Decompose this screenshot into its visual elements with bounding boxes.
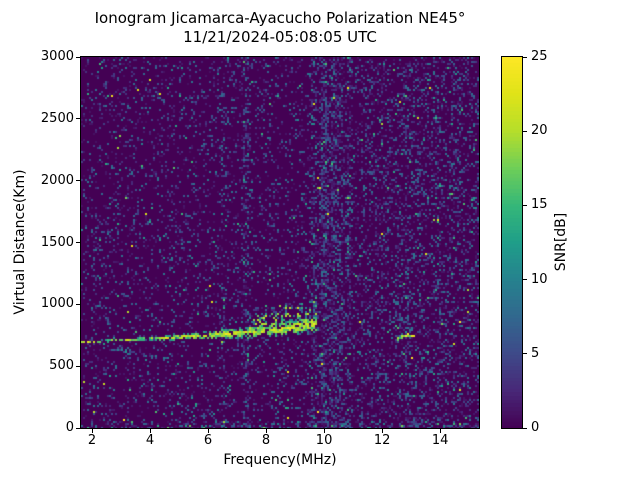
y-axis-label: Virtual Distance(Km) xyxy=(12,169,28,315)
x-tick-mark xyxy=(265,429,267,433)
y-tick-label: 2500 xyxy=(40,110,74,126)
y-tick-label: 2000 xyxy=(40,172,74,188)
x-tick-label: 6 xyxy=(203,433,213,448)
colorbar-tick-label: 5 xyxy=(531,345,540,361)
chart-title-line2: 11/21/2024-05:08:05 UTC xyxy=(183,28,377,46)
x-tick-mark xyxy=(439,429,441,433)
x-tick-mark xyxy=(149,429,151,433)
x-tick-mark xyxy=(323,429,325,433)
colorbar-tick-label: 10 xyxy=(531,271,548,287)
y-tick-label: 0 xyxy=(65,420,74,435)
colorbar-tick-label: 25 xyxy=(531,49,548,64)
y-tick-label: 500 xyxy=(49,358,74,374)
x-tick-mark xyxy=(381,429,383,433)
colorbar-tick-mark xyxy=(523,56,527,58)
x-axis-label: Frequency(MHz) xyxy=(223,452,337,468)
y-tick-mark xyxy=(76,56,80,58)
plot-area xyxy=(80,56,480,429)
colorbar-tick-mark xyxy=(523,279,527,281)
x-tick-label: 14 xyxy=(431,433,449,448)
colorbar-tick-mark xyxy=(523,427,527,429)
x-tick-mark xyxy=(207,429,209,433)
colorbar-tick-mark xyxy=(523,130,527,132)
y-tick-label: 1000 xyxy=(40,296,74,312)
x-tick-label: 2 xyxy=(87,433,97,448)
chart-title: Ionogram Jicamarca-Ayacucho Polarization… xyxy=(81,9,479,47)
colorbar-tick-label: 15 xyxy=(531,197,548,213)
x-tick-label: 10 xyxy=(315,433,333,448)
chart-title-line1: Ionogram Jicamarca-Ayacucho Polarization… xyxy=(94,9,466,27)
y-tick-mark xyxy=(76,427,80,429)
y-tick-label: 3000 xyxy=(40,49,74,64)
colorbar xyxy=(501,56,523,429)
colorbar-tick-label: 0 xyxy=(531,420,540,435)
x-tick-label: 12 xyxy=(373,433,391,448)
ionogram-heatmap-canvas xyxy=(81,57,479,428)
y-tick-mark xyxy=(76,118,80,120)
colorbar-label: SNR[dB] xyxy=(553,212,569,272)
x-tick-label: 8 xyxy=(261,433,271,448)
y-tick-mark xyxy=(76,303,80,305)
y-tick-label: 1500 xyxy=(40,234,74,250)
colorbar-tick-mark xyxy=(523,353,527,355)
colorbar-tick-mark xyxy=(523,204,527,206)
x-tick-label: 4 xyxy=(145,433,155,448)
colorbar-gradient-canvas xyxy=(502,57,522,428)
y-tick-mark xyxy=(76,180,80,182)
colorbar-tick-label: 20 xyxy=(531,123,548,139)
y-tick-mark xyxy=(76,242,80,243)
y-tick-mark xyxy=(76,365,80,367)
x-tick-mark xyxy=(91,429,93,433)
